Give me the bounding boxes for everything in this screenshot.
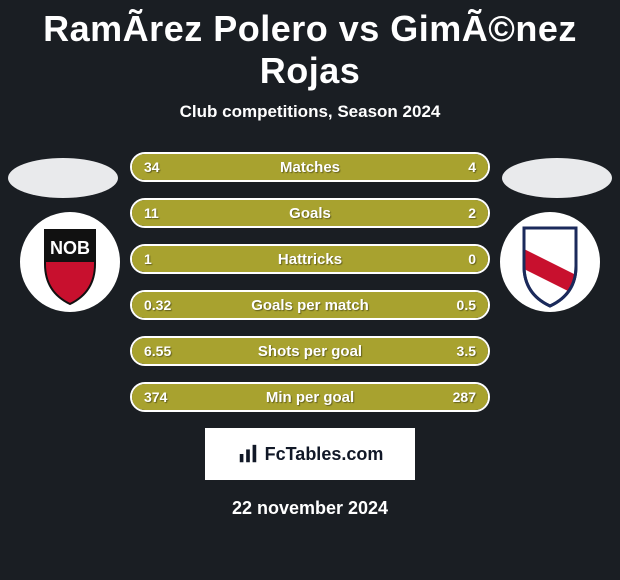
player-oval-right (502, 158, 612, 198)
stat-row: 344Matches (130, 152, 490, 182)
stat-label: Goals (132, 200, 488, 226)
player-oval-left (8, 158, 118, 198)
comparison-panel: NOB 344Matches 112Goals 10Hattricks 0.320.5… (0, 152, 620, 412)
cai-crest-icon (500, 212, 600, 312)
stat-row: 374287Min per goal (130, 382, 490, 412)
stat-label: Min per goal (132, 384, 488, 410)
stat-label: Shots per goal (132, 338, 488, 364)
stat-row: 6.553.5Shots per goal (130, 336, 490, 366)
date-text: 22 november 2024 (0, 498, 620, 519)
brand-logo: FcTables.com (205, 428, 415, 480)
stat-label: Goals per match (132, 292, 488, 318)
club-crest-left: NOB (20, 212, 120, 312)
stats-list: 344Matches 112Goals 10Hattricks 0.320.5Goal… (130, 152, 490, 412)
nob-crest-icon: NOB (20, 212, 120, 312)
brand-text: FcTables.com (265, 444, 384, 465)
stat-label: Matches (132, 154, 488, 180)
nob-text: NOB (50, 238, 90, 258)
subtitle: Club competitions, Season 2024 (0, 102, 620, 122)
club-crest-right (500, 212, 600, 312)
stat-row: 10Hattricks (130, 244, 490, 274)
stat-row: 112Goals (130, 198, 490, 228)
stat-label: Hattricks (132, 246, 488, 272)
stat-row: 0.320.5Goals per match (130, 290, 490, 320)
page-title: RamÃ­rez Polero vs GimÃ©nez Rojas (0, 0, 620, 92)
chart-icon (237, 443, 259, 465)
